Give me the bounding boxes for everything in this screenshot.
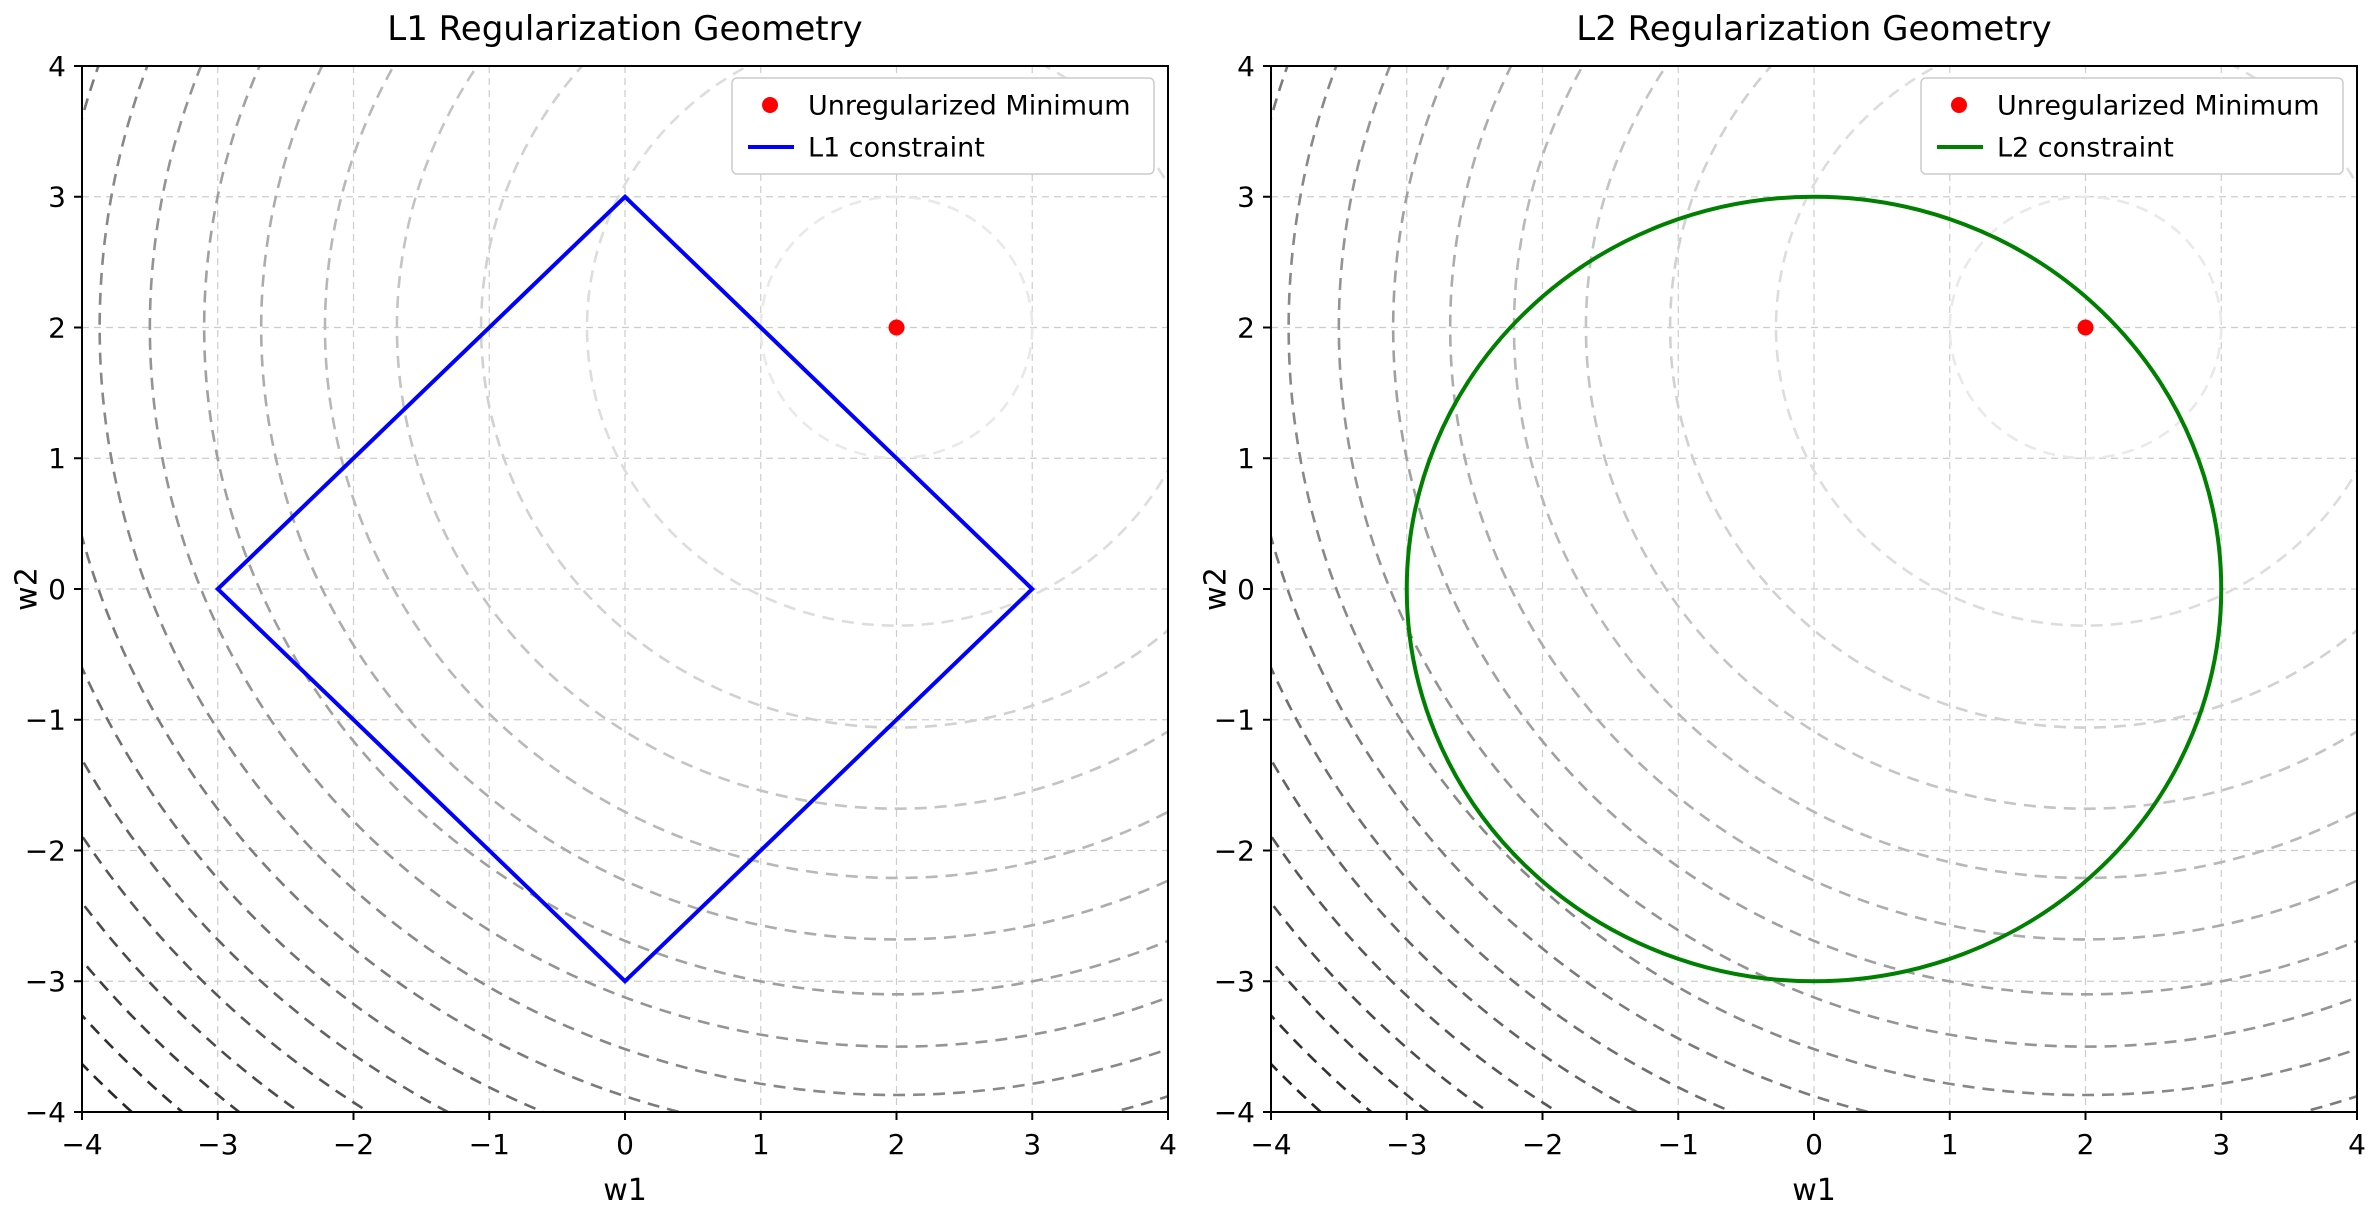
contour-line	[1948, 195, 2223, 460]
x-tick-label: −2	[333, 1128, 374, 1161]
x-axis-label: w1	[603, 1173, 647, 1208]
ticks: −4 −3 −2 −1 0 1 2 3 4 −4 −3 −2 −1 0 1 2 3 4	[1214, 52, 2366, 1161]
y-tick-label: −2	[25, 834, 66, 867]
legend-label: L1 constraint	[808, 132, 985, 163]
legend-label: Unregularized Minimum	[808, 90, 1131, 121]
legend-marker-dot	[762, 97, 778, 113]
x-tick-label: 3	[2212, 1128, 2230, 1161]
contour-line	[1512, 66, 2357, 880]
x-tick-label: 4	[2348, 1128, 2366, 1161]
legend-marker-dot	[1951, 97, 1967, 113]
y-tick-label: 0	[1237, 573, 1255, 606]
y-axis-label: w2	[10, 567, 45, 611]
l1-plot: −4 −3 −2 −1 0 1 2 3 4 −4 −3 −2 −1 0 1 2 3 4 w1 w2 Unregulari…	[0, 52, 1189, 1218]
y-tick-label: 2	[48, 311, 66, 344]
l1-chart-title: L1 Regularization Geometry	[387, 9, 863, 49]
x-tick-label: −4	[61, 1128, 102, 1161]
y-tick-label: −1	[1214, 704, 1255, 737]
x-tick-label: −2	[1522, 1128, 1563, 1161]
l2-chart: L2 Regularization Geometry −4 −3 −2 −1 0 1 2 3 4…	[1189, 0, 2378, 1218]
x-tick-label: −3	[197, 1128, 238, 1161]
l1-constraint-diamond	[214, 193, 1036, 985]
x-tick-label: 2	[2077, 1128, 2095, 1161]
l2-constraint-circle	[1404, 194, 2224, 984]
y-tick-label: 1	[1237, 442, 1255, 475]
x-tick-label: −3	[1386, 1128, 1427, 1161]
contour-line	[1668, 66, 2357, 729]
x-tick-label: −1	[1658, 1128, 1699, 1161]
x-axis-label: w1	[1792, 1173, 1836, 1208]
ticks: −4 −3 −2 −1 0 1 2 3 4 −4 −3 −2 −1 0 1 2 3 4	[25, 52, 1177, 1161]
x-tick-label: 2	[888, 1128, 906, 1161]
contour-line	[479, 66, 1168, 729]
y-tick-label: 1	[48, 442, 66, 475]
y-tick-label: −2	[1214, 834, 1255, 867]
x-tick-label: 4	[1159, 1128, 1177, 1161]
contour-line	[148, 66, 1168, 1048]
contour-line	[1392, 66, 2357, 996]
x-tick-label: 0	[616, 1128, 634, 1161]
l1-chart: L1 Regularization Geometry −4 −3 −2 −1 0 1 2 3 4…	[0, 0, 1189, 1218]
x-tick-label: 0	[1805, 1128, 1823, 1161]
legend-box	[1920, 77, 2344, 175]
y-tick-label: 3	[1237, 181, 1255, 214]
l2-plot: −4 −3 −2 −1 0 1 2 3 4 −4 −3 −2 −1 0 1 2 3 4 w1 w2 Unregulari…	[1189, 52, 2378, 1218]
y-tick-label: 4	[1237, 52, 1255, 83]
plot-background	[0, 52, 1189, 1218]
legend: Unregularized Minimum L2 constraint	[1920, 77, 2344, 175]
x-tick-label: 3	[1023, 1128, 1041, 1161]
contour-line	[1287, 66, 2357, 1097]
contour-line	[203, 66, 1168, 996]
contour-line	[323, 66, 1168, 880]
y-tick-label: 3	[48, 181, 66, 214]
y-tick-label: −3	[1214, 965, 1255, 998]
legend-label: Unregularized Minimum	[1997, 90, 2320, 121]
contour-line	[395, 66, 1168, 810]
x-tick-label: 1	[1941, 1128, 1959, 1161]
y-tick-label: 2	[1237, 311, 1255, 344]
legend-label: L2 constraint	[1997, 132, 2174, 163]
legend-box	[731, 77, 1155, 175]
x-tick-label: 1	[752, 1128, 770, 1161]
y-axis-label: w2	[1199, 567, 1234, 611]
y-tick-label: −3	[25, 965, 66, 998]
minimum-point	[888, 319, 905, 336]
y-tick-label: −4	[25, 1096, 66, 1129]
y-tick-label: −1	[25, 704, 66, 737]
legend: Unregularized Minimum L1 constraint	[731, 77, 1155, 175]
minimum-point	[2077, 319, 2094, 336]
plot-background	[1189, 52, 2378, 1218]
contour-line	[1584, 66, 2357, 810]
y-tick-label: 4	[48, 52, 66, 83]
loss-contours	[82, 66, 1168, 1112]
contour-line	[1337, 66, 2357, 1048]
x-tick-label: −1	[469, 1128, 510, 1161]
x-tick-label: −4	[1250, 1128, 1291, 1161]
y-tick-label: 0	[48, 573, 66, 606]
y-tick-label: −4	[1214, 1096, 1255, 1129]
loss-contours	[1271, 66, 2357, 1112]
contour-line	[98, 66, 1168, 1097]
l2-chart-title: L2 Regularization Geometry	[1576, 9, 2052, 49]
